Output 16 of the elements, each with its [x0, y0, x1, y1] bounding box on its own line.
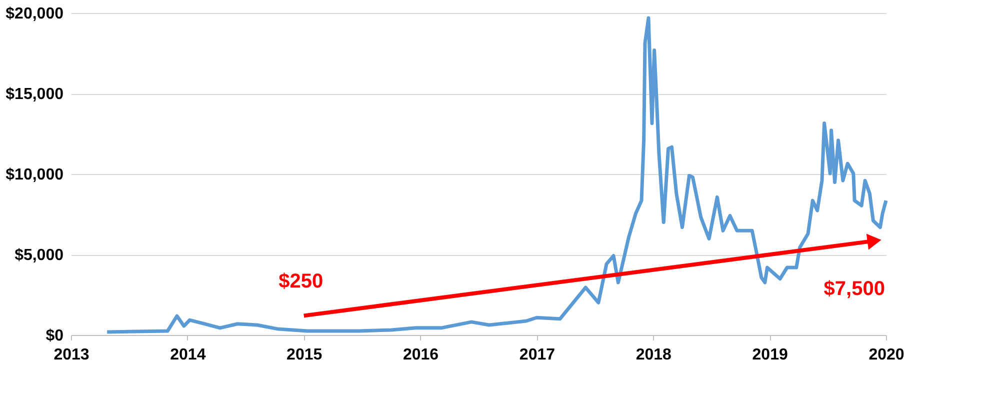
- y-tick-label: $20,000: [6, 6, 64, 22]
- y-tick-label: $15,000: [6, 86, 64, 103]
- annotation: $7,500: [824, 278, 885, 300]
- line-series: [105, 16, 888, 334]
- x-tick-label: 2018: [636, 346, 672, 364]
- x-tick-label: 2016: [402, 346, 439, 364]
- annotation: $250: [278, 270, 324, 293]
- y-tick-label: $0: [46, 328, 64, 344]
- x-tick-label: 2015: [286, 346, 322, 364]
- y-tick-label: $5,000: [14, 247, 64, 264]
- x-tick-label: 2014: [170, 346, 206, 364]
- x-tick-label: 2013: [54, 346, 90, 364]
- y-tick-label: $10,000: [6, 166, 64, 184]
- x-tick-label: 2019: [752, 346, 788, 364]
- x-tick-label: 2020: [868, 346, 904, 364]
- x-tick-label: 2017: [519, 346, 556, 364]
